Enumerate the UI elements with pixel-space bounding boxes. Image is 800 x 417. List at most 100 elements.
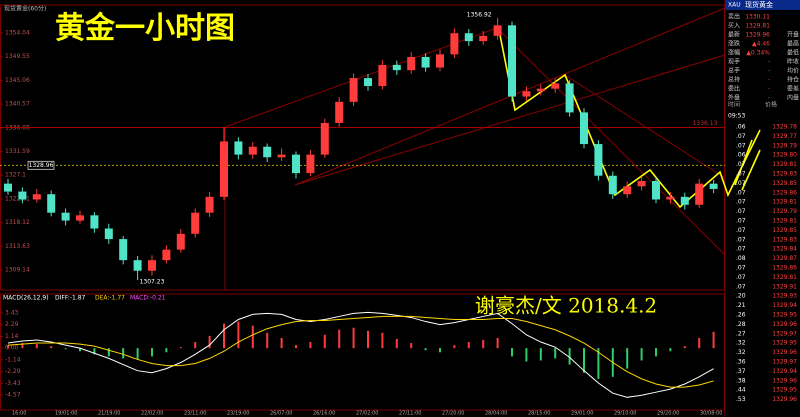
y-tick-label: 1345.06 <box>5 77 30 84</box>
candle-body <box>277 154 286 158</box>
candle-body <box>234 141 243 155</box>
quote-label: 现手 <box>728 58 740 66</box>
trade-volume: .07 <box>736 171 746 178</box>
quote-label: 委差 <box>787 85 799 93</box>
candle-body <box>450 33 459 55</box>
trade-volume: .21 <box>736 302 746 309</box>
trade-volume: .07 <box>736 199 746 206</box>
candle-body <box>220 141 228 197</box>
trade-volume: .44 <box>736 387 746 394</box>
trade-price: 1329.86 <box>772 189 797 196</box>
trade-price: 1329.96 <box>772 349 797 356</box>
candle-body <box>479 35 488 42</box>
trend-lines <box>224 7 726 290</box>
quote-value: - <box>768 59 770 66</box>
candle-body <box>580 112 588 145</box>
candle-body <box>76 215 84 221</box>
quote-value: ▲0.34% <box>746 50 770 57</box>
trade-price: 1329.96 <box>772 396 797 403</box>
candle-body <box>335 101 344 123</box>
trend-line <box>496 27 726 256</box>
chart-subtitle: 现货黄金(60分) <box>4 5 46 13</box>
trade-price: 1329.91 <box>772 283 797 290</box>
candle-body <box>522 91 531 97</box>
quote-label: 开盘 <box>787 31 799 39</box>
trade-price: 1329.83 <box>772 171 797 178</box>
candle-body <box>508 25 516 97</box>
analysis-drawings <box>499 34 761 209</box>
x-tick-label: 28/04:00 <box>485 411 507 417</box>
quote-label: 总持 <box>728 76 740 84</box>
quote-label: 委比 <box>728 85 740 93</box>
y-tick-label: 1331.59 <box>5 148 30 155</box>
trade-volume: .26 <box>736 312 746 319</box>
candle-body <box>4 183 12 192</box>
candle-body <box>680 196 689 205</box>
trade-header: 时间 <box>728 101 740 109</box>
x-tick-label: 26/16:00 <box>313 411 335 417</box>
trade-price: 1329.94 <box>772 302 797 309</box>
candle-body <box>191 212 200 234</box>
quote-label: 卖出 <box>728 13 740 21</box>
quote-label: 昨收 <box>787 58 799 66</box>
quote-label: 最低 <box>787 49 799 57</box>
macd-line <box>7 311 714 398</box>
y-tick-label: 1309.14 <box>5 266 30 273</box>
candle-body <box>162 249 171 261</box>
trade-volume: .06 <box>736 152 746 159</box>
macd-dea: DEA:-1.77 <box>95 295 125 302</box>
candle-body <box>464 33 473 42</box>
candle-body <box>536 88 545 92</box>
candle-body <box>493 25 502 36</box>
quote-label: 外盘 <box>728 94 740 102</box>
x-tick-label: 23/11:00 <box>184 411 206 417</box>
trade-time: 09:53 <box>728 113 745 120</box>
candle-body <box>263 146 272 158</box>
main-frame <box>0 4 725 291</box>
quote-value: 1329.81 <box>745 23 770 30</box>
cursor-box <box>27 160 55 170</box>
trade-price: 1329.77 <box>772 133 797 140</box>
trade-volume: .32 <box>736 349 746 356</box>
candle-body <box>349 78 358 102</box>
candle-body <box>320 122 329 155</box>
trade-volume: .27 <box>736 330 746 337</box>
cursor-label: 1328.96 <box>29 162 54 169</box>
candle-body <box>119 239 128 261</box>
high-label: 1356.92 <box>467 11 492 18</box>
y-tick-label: 1327.1 <box>5 172 26 179</box>
y-tick-label: -2.29 <box>5 368 21 375</box>
quote-label: 均价 <box>787 67 799 75</box>
trade-volume: .07 <box>736 274 746 281</box>
trade-volume: .08 <box>736 255 746 262</box>
x-tick-label: 22/02:00 <box>141 411 163 417</box>
trade-volume: .07 <box>736 218 746 225</box>
candle-body <box>551 83 560 89</box>
y-tick-label: 1354.04 <box>5 30 30 37</box>
candle-body <box>695 183 704 205</box>
trade-volume: .07 <box>736 189 746 196</box>
trade-volume: .07 <box>736 265 746 272</box>
x-tick-label: 21/19:00 <box>98 411 120 417</box>
trade-header: 价格 <box>765 101 777 109</box>
quote-value: - <box>768 68 770 75</box>
trade-volume: .28 <box>736 321 746 328</box>
candle-body <box>148 260 156 271</box>
macd-diff: DIFF:-1.87 <box>55 295 86 302</box>
trade-price: 1329.95 <box>772 387 797 394</box>
quote-header-bar <box>725 0 800 10</box>
y-tick-label: 1.14 <box>5 333 19 340</box>
trade-price: 1329.87 <box>772 255 797 262</box>
trade-price: 1329.81 <box>772 199 797 206</box>
quote-label: 持仓 <box>787 76 799 84</box>
trade-volume: .07 <box>736 227 746 234</box>
y-tick-label: 1313.63 <box>5 243 30 250</box>
x-tick-label: 29/10:00 <box>614 411 636 417</box>
trade-volume: .53 <box>736 396 746 403</box>
trade-price: 1329.85 <box>772 180 797 187</box>
candle-body <box>436 54 444 68</box>
macd-name: MACD(26,12,9) <box>3 295 49 302</box>
trade-volume: .07 <box>736 283 746 290</box>
candle-body <box>608 175 617 195</box>
quote-value: ▲4.46 <box>752 41 770 48</box>
